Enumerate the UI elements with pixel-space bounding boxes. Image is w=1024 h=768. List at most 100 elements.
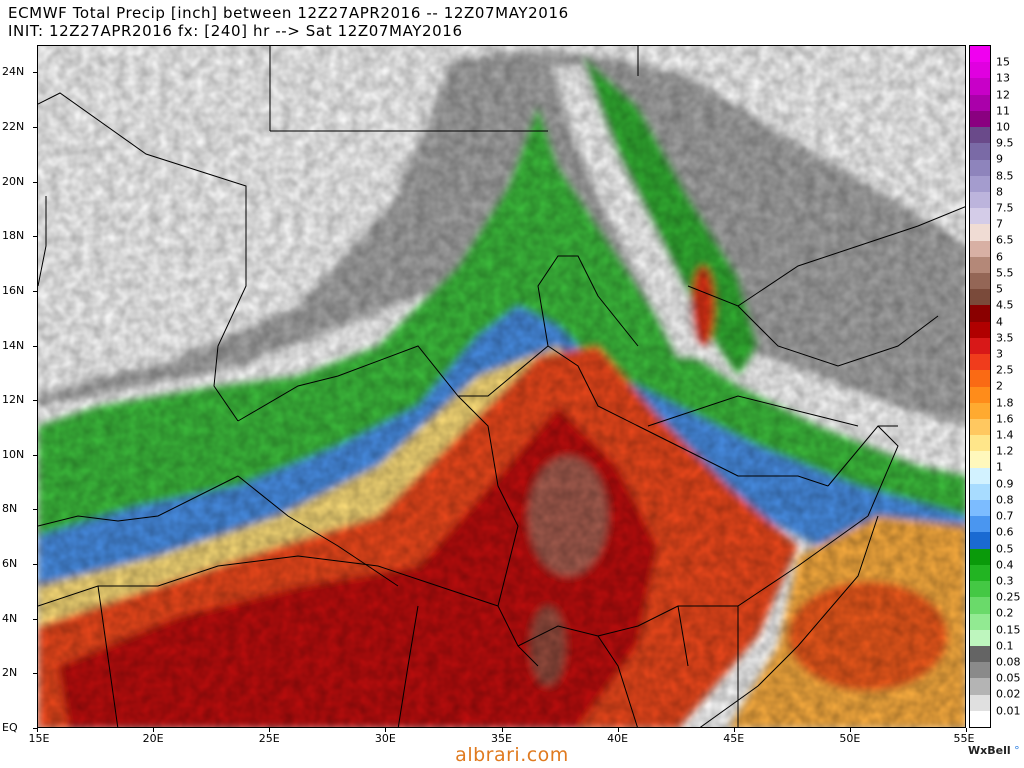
legend-swatch [970,208,990,225]
legend-swatch [970,159,990,177]
lon-tick [37,728,38,732]
legend-label: 12 [996,88,1010,102]
legend-label: 0.9 [996,477,1014,491]
legend-swatch [970,110,990,128]
lat-tick [33,673,37,675]
lat-tick-label: 20N [2,174,25,188]
lat-tick-label: 12N [2,393,25,407]
legend-label: 15 [996,55,1010,69]
lat-tick [33,126,37,128]
legend-swatch [970,256,990,274]
wxbell-logo-icon: ° [1014,744,1020,757]
lon-tick-label: 55E [953,732,975,745]
legend-swatch [970,289,990,306]
legend-label: 0.25 [996,590,1021,604]
legend-swatch [970,597,990,614]
lon-tick-label: 25E [258,732,280,745]
legend-swatch [970,46,990,63]
lat-tick [33,345,37,347]
lat-tick-label: 8N [2,502,18,516]
legend-swatch [970,143,990,160]
legend-swatch [970,710,990,728]
precip-texture [38,46,965,727]
legend-label: 0.15 [996,623,1021,637]
legend-label: 0.01 [996,704,1021,718]
map-init-line: INIT: 12Z27APR2016 fx: [240] hr --> Sat … [8,22,463,40]
legend-label: 6 [996,250,1003,264]
legend-label: 0.6 [996,525,1014,539]
legend-label: 0.8 [996,493,1014,507]
legend-label: 4.5 [996,298,1014,312]
legend-swatch [970,386,990,404]
legend-label: 13 [996,71,1010,85]
legend-label: 1.2 [996,444,1014,458]
legend-swatch [970,694,990,712]
legend-label: 0.7 [996,509,1014,523]
legend-swatch [970,354,990,371]
legend-swatch [970,678,990,696]
legend-label: 6.5 [996,233,1014,247]
legend-label: 3.5 [996,331,1014,345]
lon-tick [733,728,735,732]
legend-swatch [970,532,990,550]
map-title: ECMWF Total Precip [inch] between 12Z27A… [8,4,569,22]
legend-label: 2.5 [996,363,1014,377]
wxbell-credit: WxBell ° [968,744,1020,757]
lat-tick-label: 14N [2,338,25,352]
legend-swatch [970,273,990,290]
legend-swatch [970,418,990,436]
legend-label: 8 [996,185,1003,199]
lon-tick-label: 45E [723,732,745,745]
legend-label: 11 [996,104,1010,118]
legend-label: 1.6 [996,412,1014,426]
precip-map [38,46,965,727]
legend-swatch [970,483,990,501]
lat-tick-label: EQ [2,721,18,734]
lon-tick-label: 20E [142,732,164,745]
country-borders [38,46,965,727]
lat-tick-label: 4N [2,611,18,625]
legend-swatch [970,564,990,582]
legend-swatch [970,402,990,420]
legend-swatch [970,191,990,209]
legend-swatch [970,321,990,339]
legend-label: 0.1 [996,639,1014,653]
legend-label: 7 [996,217,1003,231]
legend-label: 9.5 [996,136,1014,150]
lon-tick-label: 30E [374,732,396,745]
lat-tick-label: 16N [2,283,25,297]
legend-label: 5.5 [996,266,1014,280]
lat-tick-label: 18N [2,229,25,243]
lon-tick [269,728,271,732]
legend-swatch [970,435,990,452]
legend-swatch [970,629,990,647]
lat-tick-label: 22N [2,119,25,133]
lon-tick-label: 40E [607,732,629,745]
legend-label: 8.5 [996,169,1014,183]
legend-swatch [970,370,990,387]
lon-tick-label: 50E [839,732,861,745]
legend-swatch [970,548,990,566]
watermark: albrari.com [455,744,569,766]
precip-legend [969,45,991,728]
legend-swatch [970,305,990,323]
legend-swatch [970,645,990,663]
legend-swatch [970,94,990,112]
lat-tick-label: 6N [2,557,18,571]
legend-label: 7.5 [996,201,1014,215]
lat-tick [33,72,37,74]
legend-label: 4 [996,315,1003,329]
legend-label: 0.3 [996,574,1014,588]
lat-tick [33,400,37,402]
lon-tick [849,728,851,732]
legend-label: 0.02 [996,687,1021,701]
lon-tick [385,728,387,732]
lon-tick [501,728,503,732]
legend-swatch [970,78,990,96]
lat-tick [33,564,37,566]
legend-label: 1.8 [996,396,1014,410]
legend-swatch [970,127,990,144]
legend-swatch [970,500,990,517]
lon-tick-label: 35E [491,732,512,745]
legend-swatch [970,516,990,533]
